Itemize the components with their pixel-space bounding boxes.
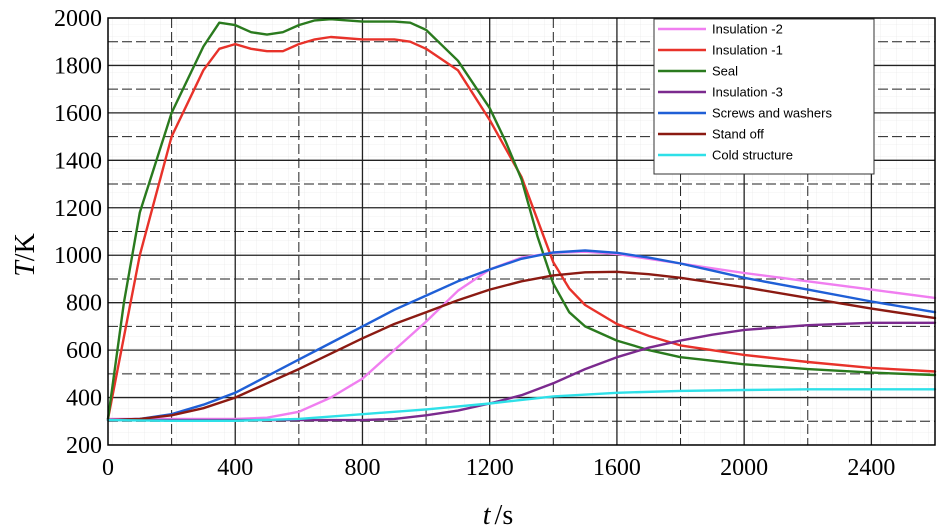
legend-label: Insulation -1	[712, 43, 783, 58]
x-tick-label: 800	[344, 455, 380, 481]
legend-label: Stand off	[712, 127, 764, 142]
tick-labels: 0 400 800 1200 1600 2000 2400 200 400 600 800 1000 1…	[54, 6, 895, 481]
y-tick-label: 200	[66, 433, 102, 459]
series-line-screws-and-washers	[106, 249, 937, 422]
y-axis-label: T/K	[10, 233, 41, 277]
series-lines	[106, 18, 937, 422]
x-tick-label: 2400	[847, 455, 895, 481]
axes	[107, 17, 936, 446]
y-axis-unit: /K	[10, 233, 41, 261]
y-tick-label: 400	[66, 386, 102, 412]
legend-label: Insulation -3	[712, 85, 783, 100]
y-tick-label: 1800	[54, 53, 102, 79]
plot-frame	[107, 17, 936, 446]
y-tick-label: 800	[66, 291, 102, 317]
y-tick-label: 1600	[54, 101, 102, 127]
legend-label: Screws and washers	[712, 106, 832, 121]
x-tick-label: 400	[217, 455, 253, 481]
y-tick-label: 600	[66, 338, 102, 364]
x-axis-unit: /s	[495, 500, 514, 531]
y-tick-label: 1000	[54, 243, 102, 269]
x-tick-label: 2000	[720, 455, 768, 481]
series-line-stand-off	[106, 270, 937, 422]
series-line-insulation-3	[106, 321, 937, 422]
y-tick-label: 2000	[54, 6, 102, 32]
legend-label: Cold structure	[712, 148, 793, 163]
series-line-insulation-1	[106, 35, 937, 421]
x-tick-label: 1200	[466, 455, 514, 481]
x-tick-label: 1600	[593, 455, 641, 481]
legend-label: Seal	[712, 64, 738, 79]
y-tick-label: 1400	[54, 148, 102, 174]
x-tick-label: 0	[102, 455, 114, 481]
legend-label: Insulation -2	[712, 22, 783, 37]
y-tick-label: 1200	[54, 196, 102, 222]
y-axis-var: T	[10, 259, 41, 277]
legend-box	[653, 18, 875, 175]
series-line-cold-structure	[106, 388, 937, 422]
x-axis-var: t	[483, 500, 492, 531]
legend: Insulation -2 Insulation -1 Seal Insulation…	[653, 18, 875, 175]
x-axis-label: t/s	[483, 500, 513, 531]
